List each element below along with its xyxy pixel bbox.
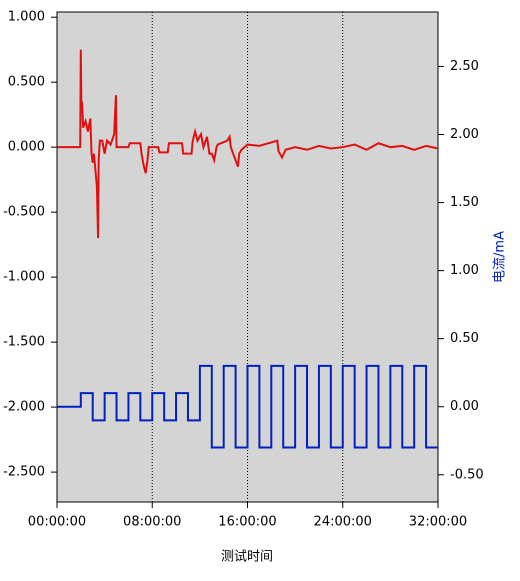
y2-tick-label: 0.00: [450, 399, 479, 414]
y2-tick-label: 0.50: [450, 331, 479, 346]
x-tick-label: 08:00:00: [123, 515, 181, 530]
x-tick-label: 24:00:00: [314, 515, 372, 530]
y-tick-label: 0.500: [8, 75, 45, 90]
series-line: [57, 49, 439, 239]
x-tick-label: 16:00:00: [218, 515, 276, 530]
y-tick-label: -1.500: [3, 335, 45, 350]
y2-tick-label: -0.50: [450, 467, 484, 482]
x-tick-label: 32:00:00: [409, 515, 467, 530]
y2-tick-label: 2.00: [450, 127, 479, 142]
series-line: [57, 364, 438, 449]
y-tick-label: 0.000: [8, 140, 45, 155]
y2-tick-label: 1.00: [450, 263, 479, 278]
y-tick-label: -2.500: [3, 465, 45, 480]
y2-tick-label: 1.50: [450, 195, 479, 210]
x-axis-label: 测试时间: [221, 550, 273, 565]
x-tick-label: 00:00:00: [28, 515, 86, 530]
y-tick-label: -2.000: [3, 400, 45, 415]
y-tick-label: -0.500: [3, 205, 45, 220]
y2-axis-label: 电流/mA: [493, 231, 508, 283]
y-tick-label: -1.000: [3, 270, 45, 285]
y-tick-label: 1.000: [8, 10, 45, 25]
y2-tick-label: 2.50: [450, 59, 479, 74]
